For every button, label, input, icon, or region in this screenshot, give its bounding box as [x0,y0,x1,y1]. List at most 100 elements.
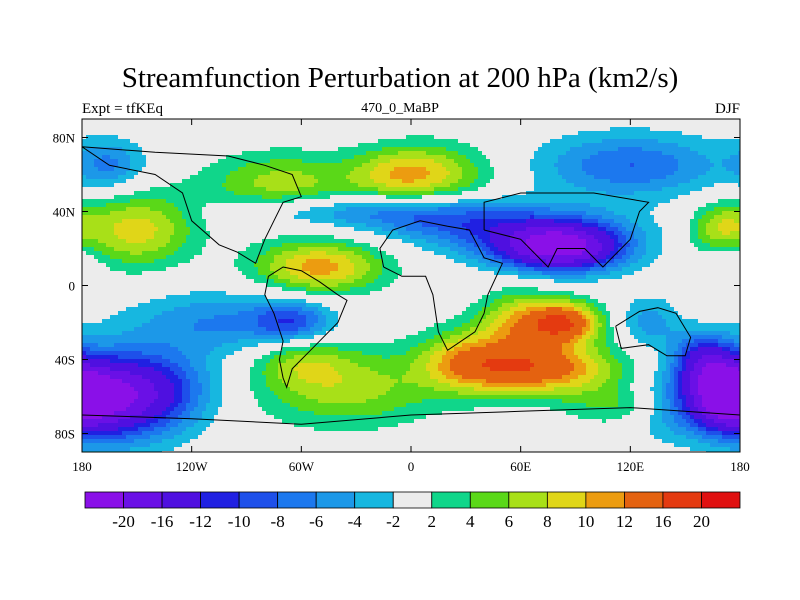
field-cell [246,223,250,227]
field-cell [146,387,150,391]
field-cell [94,339,98,343]
field-cell [86,379,90,383]
field-cell [258,391,262,395]
field-cell [106,379,110,383]
field-cell [146,259,150,263]
field-cell [218,143,222,147]
field-cell [190,275,194,279]
field-cell [106,371,110,375]
field-cell [230,135,234,139]
field-cell [150,199,154,203]
field-cell [282,347,286,351]
field-cell [278,263,282,267]
field-cell [270,279,274,283]
field-cell [210,135,214,139]
field-cell [234,443,238,447]
field-cell [266,175,270,179]
field-cell [158,123,162,127]
field-cell [210,195,214,199]
field-cell [214,259,218,263]
field-cell [178,235,182,239]
field-cell [286,323,290,327]
field-cell [154,267,158,271]
field-cell [118,219,122,223]
field-cell [302,411,306,415]
field-cell [86,407,90,411]
field-cell [174,399,178,403]
field-cell [242,199,246,203]
field-cell [306,267,310,271]
field-cell [226,375,230,379]
field-cell [262,343,266,347]
field-cell [246,231,250,235]
field-cell [150,263,154,267]
field-cell [274,155,278,159]
field-cell [94,275,98,279]
field-cell [270,267,274,271]
field-cell [318,231,322,235]
field-cell [118,131,122,135]
field-cell [242,119,246,123]
field-cell [118,183,122,187]
field-cell [198,175,202,179]
field-cell [174,443,178,447]
field-cell [230,407,234,411]
field-cell [178,247,182,251]
field-cell [102,383,106,387]
field-cell [314,371,318,375]
field-cell [286,223,290,227]
field-cell [158,383,162,387]
field-cell [230,279,234,283]
field-cell [162,255,166,259]
field-cell [106,119,110,123]
field-cell [302,303,306,307]
field-cell [282,223,286,227]
field-cell [162,251,166,255]
field-cell [82,159,86,163]
field-cell [130,427,134,431]
field-cell [206,271,210,275]
field-cell [258,435,262,439]
field-cell [98,351,102,355]
field-cell [278,127,282,131]
field-cell [202,123,206,127]
field-cell [142,251,146,255]
field-cell [134,395,138,399]
field-cell [134,427,138,431]
field-cell [234,323,238,327]
field-cell [130,175,134,179]
field-cell [254,271,258,275]
field-cell [154,211,158,215]
field-cell [86,263,90,267]
field-cell [94,299,98,303]
field-cell [286,255,290,259]
field-cell [170,127,174,131]
field-cell [230,187,234,191]
field-cell [130,171,134,175]
field-cell [294,199,298,203]
field-cell [186,247,190,251]
field-cell [198,319,202,323]
field-cell [186,427,190,431]
field-cell [274,327,278,331]
field-cell [82,339,86,343]
field-cell [222,351,226,355]
field-cell [190,439,194,443]
field-cell [254,303,258,307]
field-cell [294,435,298,439]
field-cell [166,351,170,355]
field-cell [146,175,150,179]
field-cell [174,119,178,123]
field-cell [294,219,298,223]
field-cell [302,347,306,351]
field-cell [154,431,158,435]
field-cell [90,119,94,123]
field-cell [90,263,94,267]
field-cell [286,251,290,255]
field-cell [110,251,114,255]
field-cell [110,187,114,191]
field-cell [266,427,270,431]
field-cell [194,331,198,335]
field-cell [214,203,218,207]
field-cell [98,391,102,395]
